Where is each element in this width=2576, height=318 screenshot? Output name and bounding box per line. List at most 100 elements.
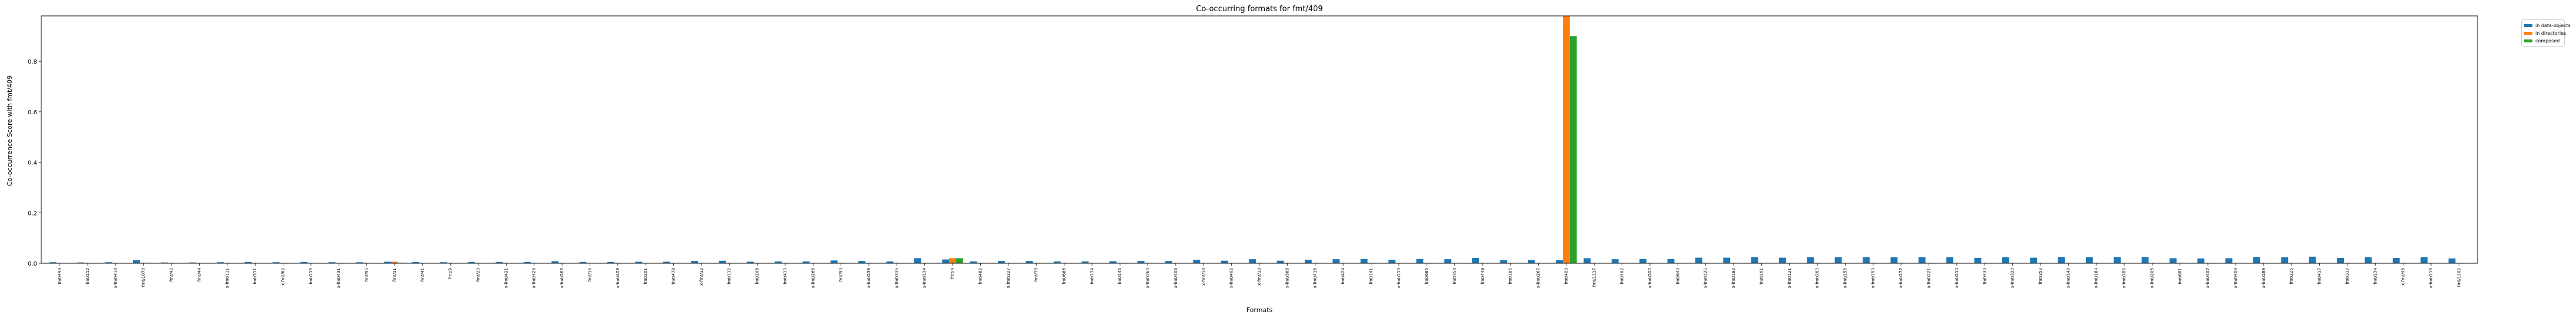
bar-in-data-objects-43: [1249, 259, 1256, 263]
x-tick-label: fmt/686: [1062, 267, 1067, 284]
legend-label: in data-objects: [2535, 23, 2571, 28]
bar-in-data-objects-80: [2281, 257, 2288, 263]
x-tick-label: x-fmt/320: [2010, 268, 2015, 288]
bar-in-data-objects-51: [1472, 258, 1479, 263]
x-tick-label: x-fmt/227: [1006, 268, 1011, 288]
bar-in-data-objects-46: [1332, 259, 1340, 263]
x-tick-label: fmt/212: [85, 268, 90, 284]
bar-in-data-objects-54: [1556, 260, 1563, 263]
x-tick-label: fmt/9: [448, 268, 453, 279]
bar-in-data-objects-23: [691, 261, 698, 263]
legend-swatch: [2524, 24, 2532, 27]
bar-in-data-objects-78: [2226, 258, 2233, 263]
x-tick-label: x-fmt/260: [1146, 268, 1150, 288]
x-tick-label: x-fmt/286: [2122, 267, 2127, 288]
x-tick-label: x-fmt/421: [504, 268, 508, 288]
bar-in-data-objects-49: [1416, 259, 1423, 263]
bar-in-data-objects-66: [1890, 257, 1897, 263]
bar-in-data-objects-65: [1863, 257, 1870, 263]
bar-in-data-objects-55: [1584, 258, 1591, 263]
x-tick-label: x-fmt/150: [1871, 268, 1876, 288]
x-tick-label: fmt/95: [365, 268, 369, 281]
x-tick-label: fmt/353: [2038, 268, 2043, 284]
x-tick-label: fmt/112: [727, 268, 732, 284]
x-tick-label: fmt/430: [1982, 268, 1987, 284]
bar-in-data-objects-24: [719, 261, 726, 263]
x-tick-label: x-fmt/12: [699, 268, 704, 286]
x-tick-label: fmt/402: [1620, 268, 1625, 284]
x-tick-label: x-fmt/425: [532, 268, 537, 288]
x-tick-label: fmt/4: [950, 267, 955, 279]
bar-in-data-objects-62: [1779, 258, 1786, 263]
bar-in-data-objects-71: [2030, 258, 2037, 263]
bar-in-data-objects-77: [2197, 259, 2204, 263]
bar-in-data-objects-31: [914, 258, 921, 263]
x-tick-label: x-fmt/125: [1704, 268, 1708, 288]
bar-in-data-objects-42: [1221, 261, 1228, 263]
x-axis-label: Formats: [1246, 306, 1273, 314]
bar-in-data-objects-58: [1668, 259, 1675, 263]
bar-in-data-objects-61: [1751, 257, 1758, 263]
x-tick-label: x-fmt/19: [1257, 268, 1262, 286]
bar-in-data-objects-29: [858, 261, 865, 263]
plot-frame: [41, 16, 2478, 263]
x-tick-label: x-fmt/409: [616, 268, 620, 288]
x-tick-label: fmt/15: [587, 268, 592, 281]
x-tick-label: fmt/185: [1508, 268, 1513, 284]
bar-in-data-objects-52: [1500, 260, 1507, 263]
y-tick-label: 0.6: [28, 110, 37, 116]
x-tick-label: x-fmt/289: [2261, 268, 2266, 288]
bar-in-data-objects-85: [2420, 257, 2428, 263]
x-tick-label: x-fmt/62: [281, 268, 286, 286]
x-tick-label: x-fmt/416: [1313, 267, 1318, 288]
x-tick-label: fmt/201: [643, 268, 648, 284]
bar-in-data-objects-45: [1305, 260, 1312, 263]
bar-in-data-objects-57: [1639, 259, 1646, 263]
bar-in-data-objects-60: [1723, 258, 1730, 263]
bar-in-data-objects-72: [2058, 257, 2065, 263]
bar-in-data-objects-86: [2449, 259, 2456, 263]
bar-in-directories-54: [1563, 16, 1570, 263]
bar-in-data-objects-53: [1528, 260, 1535, 263]
x-tick-label: fmt/1117: [1592, 268, 1596, 287]
bar-in-data-objects-76: [2170, 258, 2177, 263]
y-tick-label: 0.8: [28, 59, 37, 65]
x-tick-label: x-fmt/121: [1787, 268, 1792, 288]
x-tick-label: fmt/101: [1759, 268, 1764, 284]
x-tick-label: x-fmt/140: [2066, 268, 2071, 288]
x-tick-label: x-fmt/266: [811, 267, 815, 288]
x-tick-label: x-fmt/408: [2233, 268, 2238, 288]
x-tick-label: fmt/108: [755, 268, 760, 284]
y-tick-label: 0.4: [28, 160, 37, 167]
x-tick-label: fmt/20: [476, 268, 481, 281]
bar-in-data-objects-79: [2253, 257, 2260, 263]
x-tick-label: fmt/134: [1090, 267, 1094, 284]
bar-in-data-objects-69: [1975, 258, 1982, 263]
bar-in-data-objects-81: [2309, 257, 2316, 263]
bar-in-data-objects-40: [1165, 261, 1172, 263]
x-tick-label: fmt/1070: [141, 268, 146, 287]
x-tick-label: x-fmt/263: [560, 268, 564, 288]
legend-label: composed: [2535, 38, 2560, 44]
bar-in-data-objects-56: [1612, 259, 1619, 263]
x-tick-label: x-fmt/388: [1285, 268, 1289, 288]
chart-title: Co-occurring formats for fmt/409: [1196, 5, 1322, 14]
x-tick-label: x-fmt/205: [2150, 268, 2154, 288]
bar-in-data-objects-34: [998, 261, 1005, 263]
x-tick-label: fmt/417: [2317, 268, 2322, 284]
legend-item: in data-objects: [2524, 22, 2562, 29]
x-tick-label: fmt/225: [2289, 268, 2294, 284]
x-tick-label: fmt/38: [1034, 268, 1039, 281]
bar-in-data-objects-63: [1807, 257, 1814, 263]
x-tick-label: x-fmt/267: [1536, 268, 1541, 288]
x-tick-label: x-fmt/402: [1229, 268, 1234, 288]
x-tick-label: fmt/449: [1480, 268, 1485, 284]
bar-in-data-objects-68: [1946, 257, 1953, 263]
x-tick-label: fmt/43: [169, 268, 174, 281]
bar-in-data-objects-73: [2086, 257, 2093, 263]
bar-in-data-objects-82: [2337, 258, 2344, 263]
bar-in-data-objects-50: [1444, 259, 1451, 263]
bar-composed-32: [956, 258, 963, 263]
x-tick-label: fmt/44: [197, 267, 201, 281]
